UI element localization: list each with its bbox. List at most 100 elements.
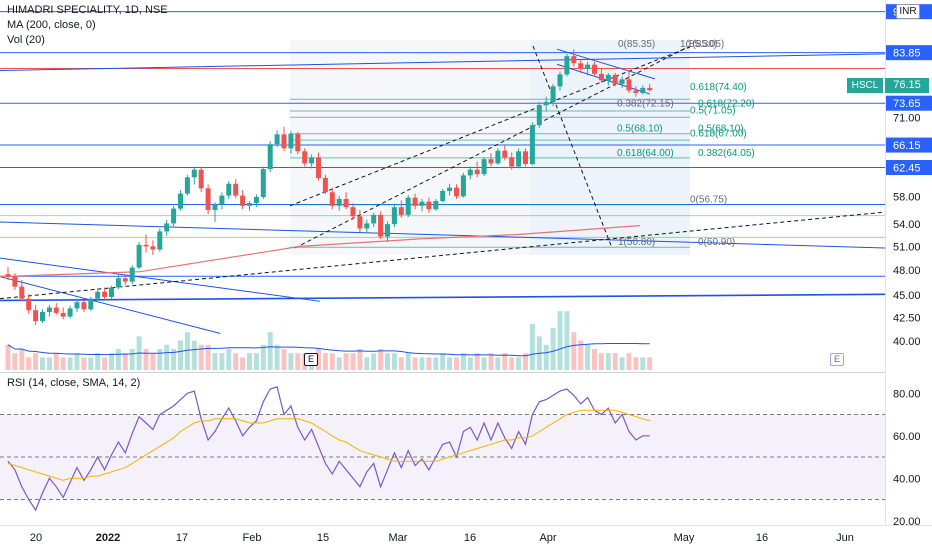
volume-bar xyxy=(122,353,128,370)
trend-line[interactable] xyxy=(0,221,886,249)
candle-body xyxy=(81,302,87,310)
candle-body xyxy=(122,278,128,282)
fib-level-label: 0.5(68.10) xyxy=(617,123,663,134)
ma-legend[interactable]: MA (200, close, 0) xyxy=(7,19,96,31)
candle-body xyxy=(385,224,390,237)
candle-body xyxy=(419,201,425,206)
candle-body xyxy=(516,151,522,167)
ma200-line[interactable] xyxy=(0,225,641,278)
fib-level-label: 0(50.90) xyxy=(698,237,735,248)
candle-body xyxy=(536,105,542,126)
volume-bar xyxy=(184,332,190,370)
volume-bar xyxy=(115,349,121,370)
candle-body xyxy=(571,56,577,64)
time-axis-border xyxy=(0,525,932,526)
volume-bar xyxy=(33,353,39,370)
candle-body xyxy=(157,231,163,250)
candle-body xyxy=(46,307,52,313)
candle-body xyxy=(226,183,232,196)
volume-bar xyxy=(550,328,556,370)
candle-body xyxy=(440,190,446,202)
volume-bar xyxy=(412,357,418,370)
volume-legend[interactable]: Vol (20) xyxy=(7,34,45,46)
candle-body xyxy=(26,298,32,311)
price-axis-label: 73.65 xyxy=(893,98,921,110)
trend-line[interactable] xyxy=(0,257,321,302)
candle-body xyxy=(412,197,418,206)
fib-level-label: 0(56.75) xyxy=(690,194,727,205)
trend-line[interactable] xyxy=(0,276,221,334)
volume-bar xyxy=(391,353,397,370)
dashed-trend-line[interactable] xyxy=(289,46,691,207)
time-axis-label: Feb xyxy=(243,532,262,544)
rsi-sma-line[interactable] xyxy=(7,409,650,481)
price-axis-level-bg xyxy=(886,95,932,111)
candle-body xyxy=(467,169,473,176)
volume-bar xyxy=(260,344,266,370)
currency-badge[interactable]: INR xyxy=(896,4,920,19)
candle-body xyxy=(619,79,625,84)
volume-bar xyxy=(143,349,149,370)
rsi-legend[interactable]: RSI (14, close, SMA, 14, 2) xyxy=(7,377,141,389)
volume-bar xyxy=(516,357,522,370)
symbol-title: HIMADRI SPECIALITY, 1D, NSE xyxy=(7,4,168,16)
candle-body xyxy=(267,144,273,170)
volume-bar xyxy=(343,353,349,370)
price-axis-label: 62.45 xyxy=(893,162,921,174)
pane-separator xyxy=(0,372,885,373)
candle-body xyxy=(398,207,404,215)
candle-body xyxy=(364,223,370,229)
volume-bar xyxy=(178,340,183,370)
candle-body xyxy=(219,195,225,205)
volume-bar xyxy=(329,353,335,370)
candle-body xyxy=(481,159,487,175)
candle-body xyxy=(647,87,653,91)
candle-body xyxy=(233,183,239,196)
trend-line[interactable] xyxy=(0,293,886,302)
candle-body xyxy=(164,223,170,232)
rsi-axis-label: 60.00 xyxy=(893,431,921,443)
time-axis-label: May xyxy=(674,532,695,544)
candle-body xyxy=(253,196,259,204)
candle-body xyxy=(260,169,266,197)
fib-level-label: 1(85.30) xyxy=(680,39,717,50)
rsi-axis-label: 80.00 xyxy=(893,388,921,400)
dashed-trend-line[interactable] xyxy=(532,45,613,249)
fib-level-label: 0.618(72.20) xyxy=(698,99,755,110)
volume-bar xyxy=(598,353,604,370)
candle-body xyxy=(557,74,563,87)
dashed-trend-line[interactable] xyxy=(0,211,886,300)
price-axis-label: 54.00 xyxy=(893,219,921,231)
candle-body xyxy=(53,307,59,313)
volume-bar xyxy=(281,349,287,370)
candle-body xyxy=(102,291,108,297)
candle-body xyxy=(598,73,604,81)
trend-line[interactable] xyxy=(0,53,886,71)
price-axis-level-bg xyxy=(886,45,932,61)
volume-bar xyxy=(219,353,225,370)
price-axis-level-bg xyxy=(886,137,932,153)
candle-body xyxy=(502,150,508,158)
candle-body xyxy=(40,312,45,322)
symbol-price-tag: HSCL xyxy=(847,78,883,93)
earnings-marker-upcoming[interactable]: E xyxy=(830,353,844,366)
candle-body xyxy=(95,291,101,299)
price-axis-label: 58.00 xyxy=(893,191,921,203)
candle-body xyxy=(12,276,18,287)
volume-bar xyxy=(605,353,611,370)
volume-bar xyxy=(474,353,480,370)
candle-body xyxy=(447,187,453,191)
candle-body xyxy=(274,134,280,145)
rsi-line[interactable] xyxy=(7,386,650,512)
candle-body xyxy=(633,90,639,94)
earnings-marker[interactable]: E xyxy=(304,353,318,366)
volume-bar xyxy=(357,349,363,370)
dashed-trend-line[interactable] xyxy=(294,45,691,249)
fib-level-label: 0.5(71.05) xyxy=(690,106,736,117)
candle-body xyxy=(640,87,646,94)
candle-body xyxy=(454,187,459,197)
volume-bar xyxy=(529,323,535,370)
candle-body xyxy=(240,195,246,206)
